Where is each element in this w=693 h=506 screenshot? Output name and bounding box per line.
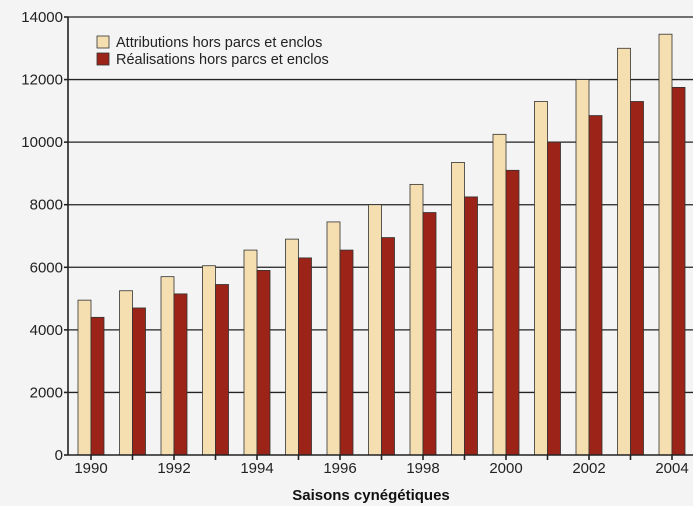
y-tick-label: 6000	[30, 259, 63, 276]
bar-realisations-2002	[588, 115, 603, 456]
legend-label-realisations: Réalisations hors parcs et enclos	[116, 52, 329, 68]
bar-attributions-1993	[202, 265, 216, 456]
bar-realisations-1990	[90, 316, 105, 456]
bar-attributions-1991	[119, 290, 133, 456]
bar-realisations-2000	[505, 169, 520, 456]
bar-realisations-1997	[381, 237, 395, 456]
y-tick-label: 12000	[21, 72, 63, 89]
x-tick-label: 1990	[74, 460, 107, 477]
bar-realisations-1993	[215, 284, 229, 456]
bar-realisations-1992	[173, 293, 188, 456]
bar-attributions-1997	[368, 204, 382, 456]
y-tick-label: 0	[55, 447, 63, 464]
bar-realisations-2003	[630, 101, 644, 456]
bar-realisations-1998	[422, 212, 437, 456]
x-axis-title: Saisons cynégétiques	[292, 487, 450, 504]
bar-realisations-2004	[671, 86, 686, 456]
bar-realisations-2001	[547, 141, 561, 456]
bar-attributions-1996	[326, 221, 341, 456]
bars	[77, 33, 686, 456]
y-tick-label: 8000	[30, 197, 63, 214]
y-tick-label: 14000	[21, 9, 63, 26]
bar-realisations-1991	[132, 307, 146, 456]
bar-realisations-1999	[464, 196, 478, 456]
legend-swatch-attributions	[96, 35, 110, 49]
bar-attributions-2001	[534, 101, 548, 456]
bar-attributions-1999	[451, 162, 465, 456]
x-tick-label: 1998	[406, 460, 439, 477]
bar-attributions-2003	[617, 47, 631, 456]
legend-swatch-realisations	[96, 52, 110, 66]
bar-attributions-2000	[492, 133, 507, 456]
x-tick-label: 2002	[572, 460, 605, 477]
x-tick-label: 2000	[489, 460, 522, 477]
y-tick-labels: 0 2000 4000 6000 8000 10000 12000 14000	[21, 9, 68, 464]
x-tick-label: 2004	[655, 460, 688, 477]
legend-label-attributions: Attributions hors parcs et enclos	[116, 35, 322, 51]
y-tick-label: 10000	[21, 134, 63, 151]
bar-attributions-1990	[77, 299, 92, 456]
x-tick-label: 1996	[323, 460, 356, 477]
bar-attributions-1994	[243, 249, 258, 456]
bar-attributions-2004	[658, 33, 673, 456]
bar-attributions-1995	[285, 238, 299, 456]
bar-attributions-1998	[409, 183, 424, 456]
x-tick-label: 1994	[240, 460, 273, 477]
y-tick-label: 2000	[30, 384, 63, 401]
x-tick-label: 1992	[157, 460, 190, 477]
bar-attributions-2002	[575, 79, 590, 456]
y-tick-label: 4000	[30, 322, 63, 339]
bar-realisations-1995	[298, 257, 312, 456]
bar-attributions-1992	[160, 276, 175, 456]
legend: Attributions hors parcs et enclos Réalis…	[96, 35, 329, 68]
bar-realisations-1994	[256, 270, 271, 456]
bar-realisations-1996	[339, 249, 354, 456]
x-tick-labels: 1990 1992 1994 1996 1998 2000 2002 2004	[74, 455, 689, 477]
